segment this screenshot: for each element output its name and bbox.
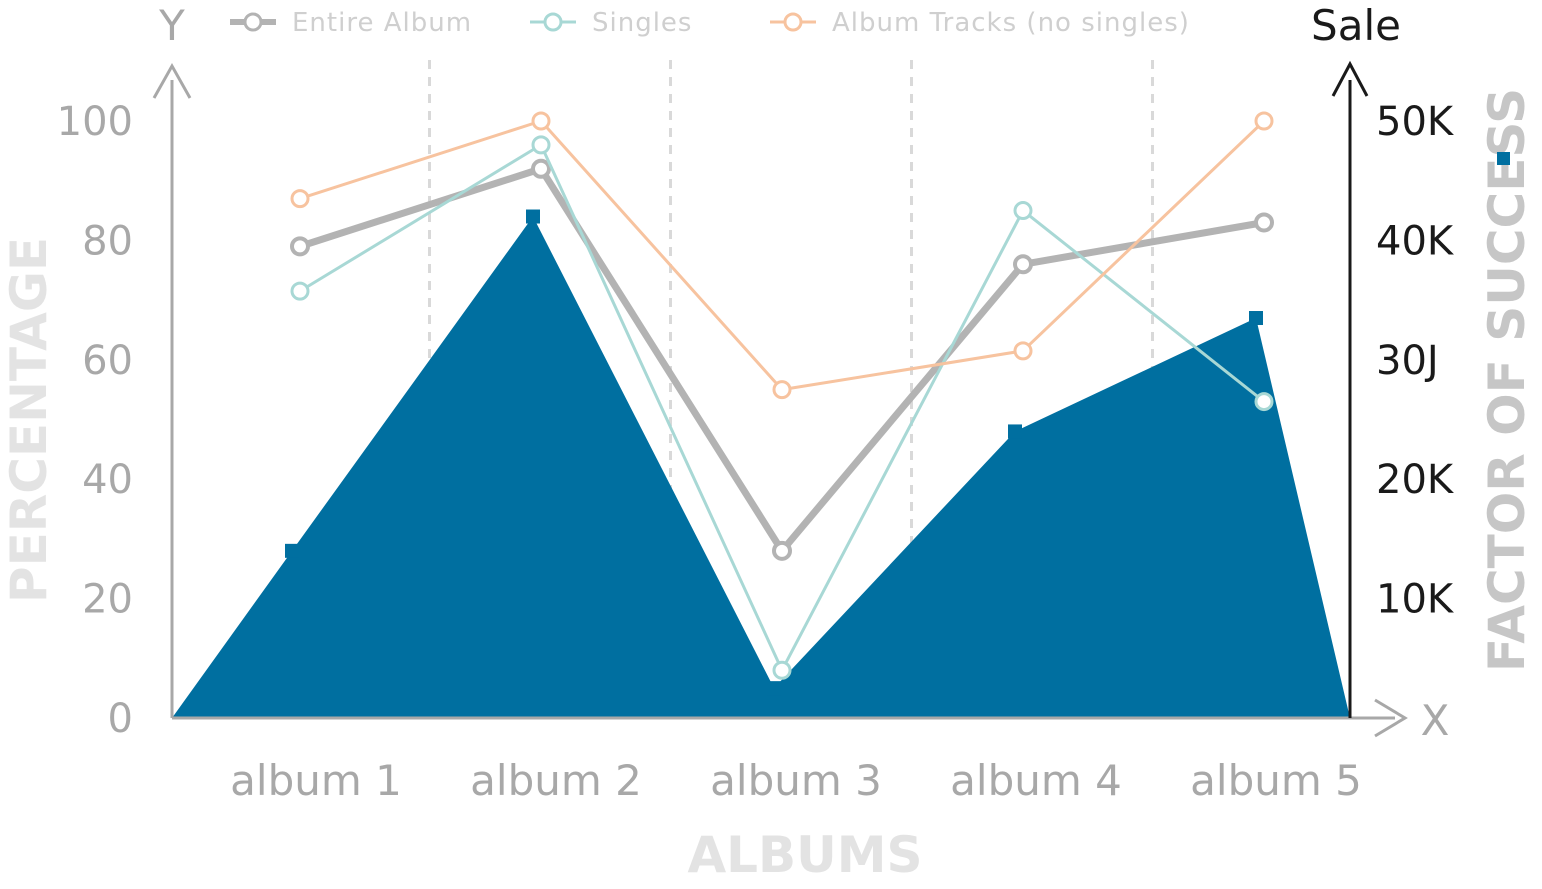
y2-tick-label: 40K	[1376, 218, 1455, 264]
series-point	[290, 236, 310, 257]
right-tick-labels: 10K 20K 30J 40K 50K	[1376, 99, 1455, 623]
y-tick-label: 20	[82, 577, 133, 623]
category-label: album 2	[470, 756, 642, 805]
y2-tick-label: 20K	[1376, 457, 1455, 503]
category-label: album 3	[710, 756, 882, 805]
series-point	[290, 281, 310, 301]
legend-item: Entire Album	[230, 8, 472, 38]
x-axis-letter: X	[1421, 696, 1450, 745]
area-point	[1008, 424, 1022, 439]
series-point	[290, 189, 310, 209]
legend-swatch-marker	[243, 12, 263, 32]
left-axis: Y	[152, 1, 192, 718]
y2-tick-label: 30J	[1376, 338, 1439, 384]
area-point	[1249, 311, 1263, 326]
series-point	[1254, 392, 1274, 412]
area-point	[285, 543, 299, 558]
y-tick-label: 100	[57, 99, 133, 145]
x-axis: X	[172, 696, 1449, 745]
y-tick-label: 80	[82, 218, 133, 264]
y-axis-letter: Y	[158, 1, 185, 50]
series-point	[531, 158, 551, 179]
x-axis-title: ALBUMS	[687, 826, 922, 884]
y2-tick-label: 10K	[1376, 577, 1455, 623]
y2-tick-label: 50K	[1376, 99, 1455, 145]
legend-item: Singles	[530, 8, 692, 38]
y2-legend-marker	[1497, 152, 1510, 165]
category-label: album 4	[950, 756, 1122, 805]
series-point	[1013, 254, 1033, 275]
series-point	[1013, 341, 1033, 361]
legend-label: Singles	[592, 8, 692, 38]
series-layer	[290, 111, 1274, 680]
legend-label: Entire Album	[292, 8, 472, 38]
area-point	[526, 209, 540, 224]
series-3	[290, 111, 1274, 400]
y-tick-label: 60	[82, 338, 133, 384]
series-point	[1254, 111, 1274, 131]
series-point	[531, 135, 551, 155]
legend-label: Album Tracks (no singles)	[832, 8, 1190, 38]
y-tick-label: 40	[82, 457, 133, 503]
category-label: album 5	[1190, 756, 1362, 805]
legend-swatch-marker	[543, 12, 563, 32]
y2-axis-title: Sale	[1311, 1, 1401, 50]
y-tick-label: 0	[108, 696, 133, 742]
series-point	[1254, 212, 1274, 233]
legend-swatch-marker	[783, 12, 803, 32]
legend: Entire Album Singles Album Tracks (no sing…	[230, 8, 1190, 38]
area-layer	[172, 209, 1350, 718]
area-fill	[172, 216, 1350, 718]
series-point	[772, 540, 792, 561]
series-point	[772, 660, 792, 680]
category-label: album 1	[230, 756, 402, 805]
legend-item: Album Tracks (no singles)	[770, 8, 1190, 38]
area-point	[767, 681, 781, 696]
y-axis-title: PERCENTAGE	[0, 237, 58, 603]
category-labels: album 1 album 2 album 3 album 4 album 5	[230, 756, 1362, 805]
right-axis: Sale	[1311, 1, 1401, 718]
series-point	[772, 380, 792, 400]
series-point	[1013, 201, 1033, 221]
y2-axis-label: FACTOR OF SUCCESS	[1478, 88, 1536, 672]
series-point	[531, 111, 551, 131]
left-tick-labels: 0 20 40 60 80 100	[57, 99, 133, 742]
